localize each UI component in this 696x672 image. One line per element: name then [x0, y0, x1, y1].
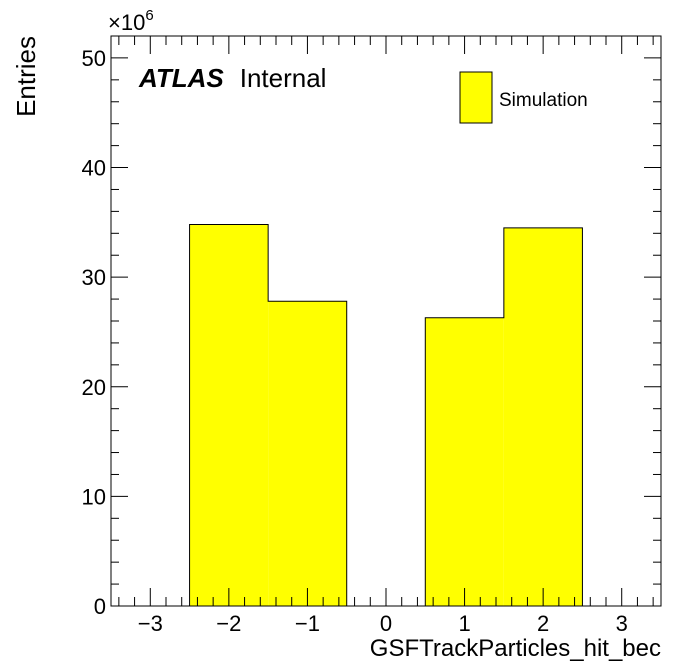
x-axis-title: GSFTrackParticles_hit_bec [370, 635, 661, 662]
histogram-bar-1 [268, 301, 347, 606]
x-tick-label: 3 [616, 611, 628, 636]
legend-swatch-simulation [459, 71, 493, 124]
y-multiplier: ×106 [108, 7, 154, 35]
histogram-bar-0 [189, 224, 269, 607]
x-tick-label: 0 [380, 611, 392, 636]
legend-label-simulation: Simulation [499, 90, 588, 111]
x-tick-label: 1 [458, 611, 470, 636]
plot-frame [110, 35, 662, 607]
y-tick-label: 0 [94, 594, 106, 619]
histogram-outline [189, 224, 583, 606]
legend: Simulation [459, 71, 588, 124]
histogram-bar-2 [425, 317, 504, 606]
x-tick-label: −2 [216, 611, 241, 636]
x-tick-label: 2 [537, 611, 549, 636]
x-tick-label: −1 [295, 611, 320, 636]
y-tick-label: 50 [82, 46, 106, 71]
y-tick-label: 30 [82, 265, 106, 290]
x-tick-label: −3 [138, 611, 163, 636]
atlas-label: ATLAS Internal [138, 63, 326, 93]
y-tick-label: 40 [82, 156, 106, 181]
histogram-bar-3 [503, 227, 583, 607]
y-tick-label: 10 [82, 484, 106, 509]
bars-group [189, 224, 583, 607]
y-tick-label: 20 [82, 375, 106, 400]
y-axis-title: Entries [11, 36, 41, 117]
